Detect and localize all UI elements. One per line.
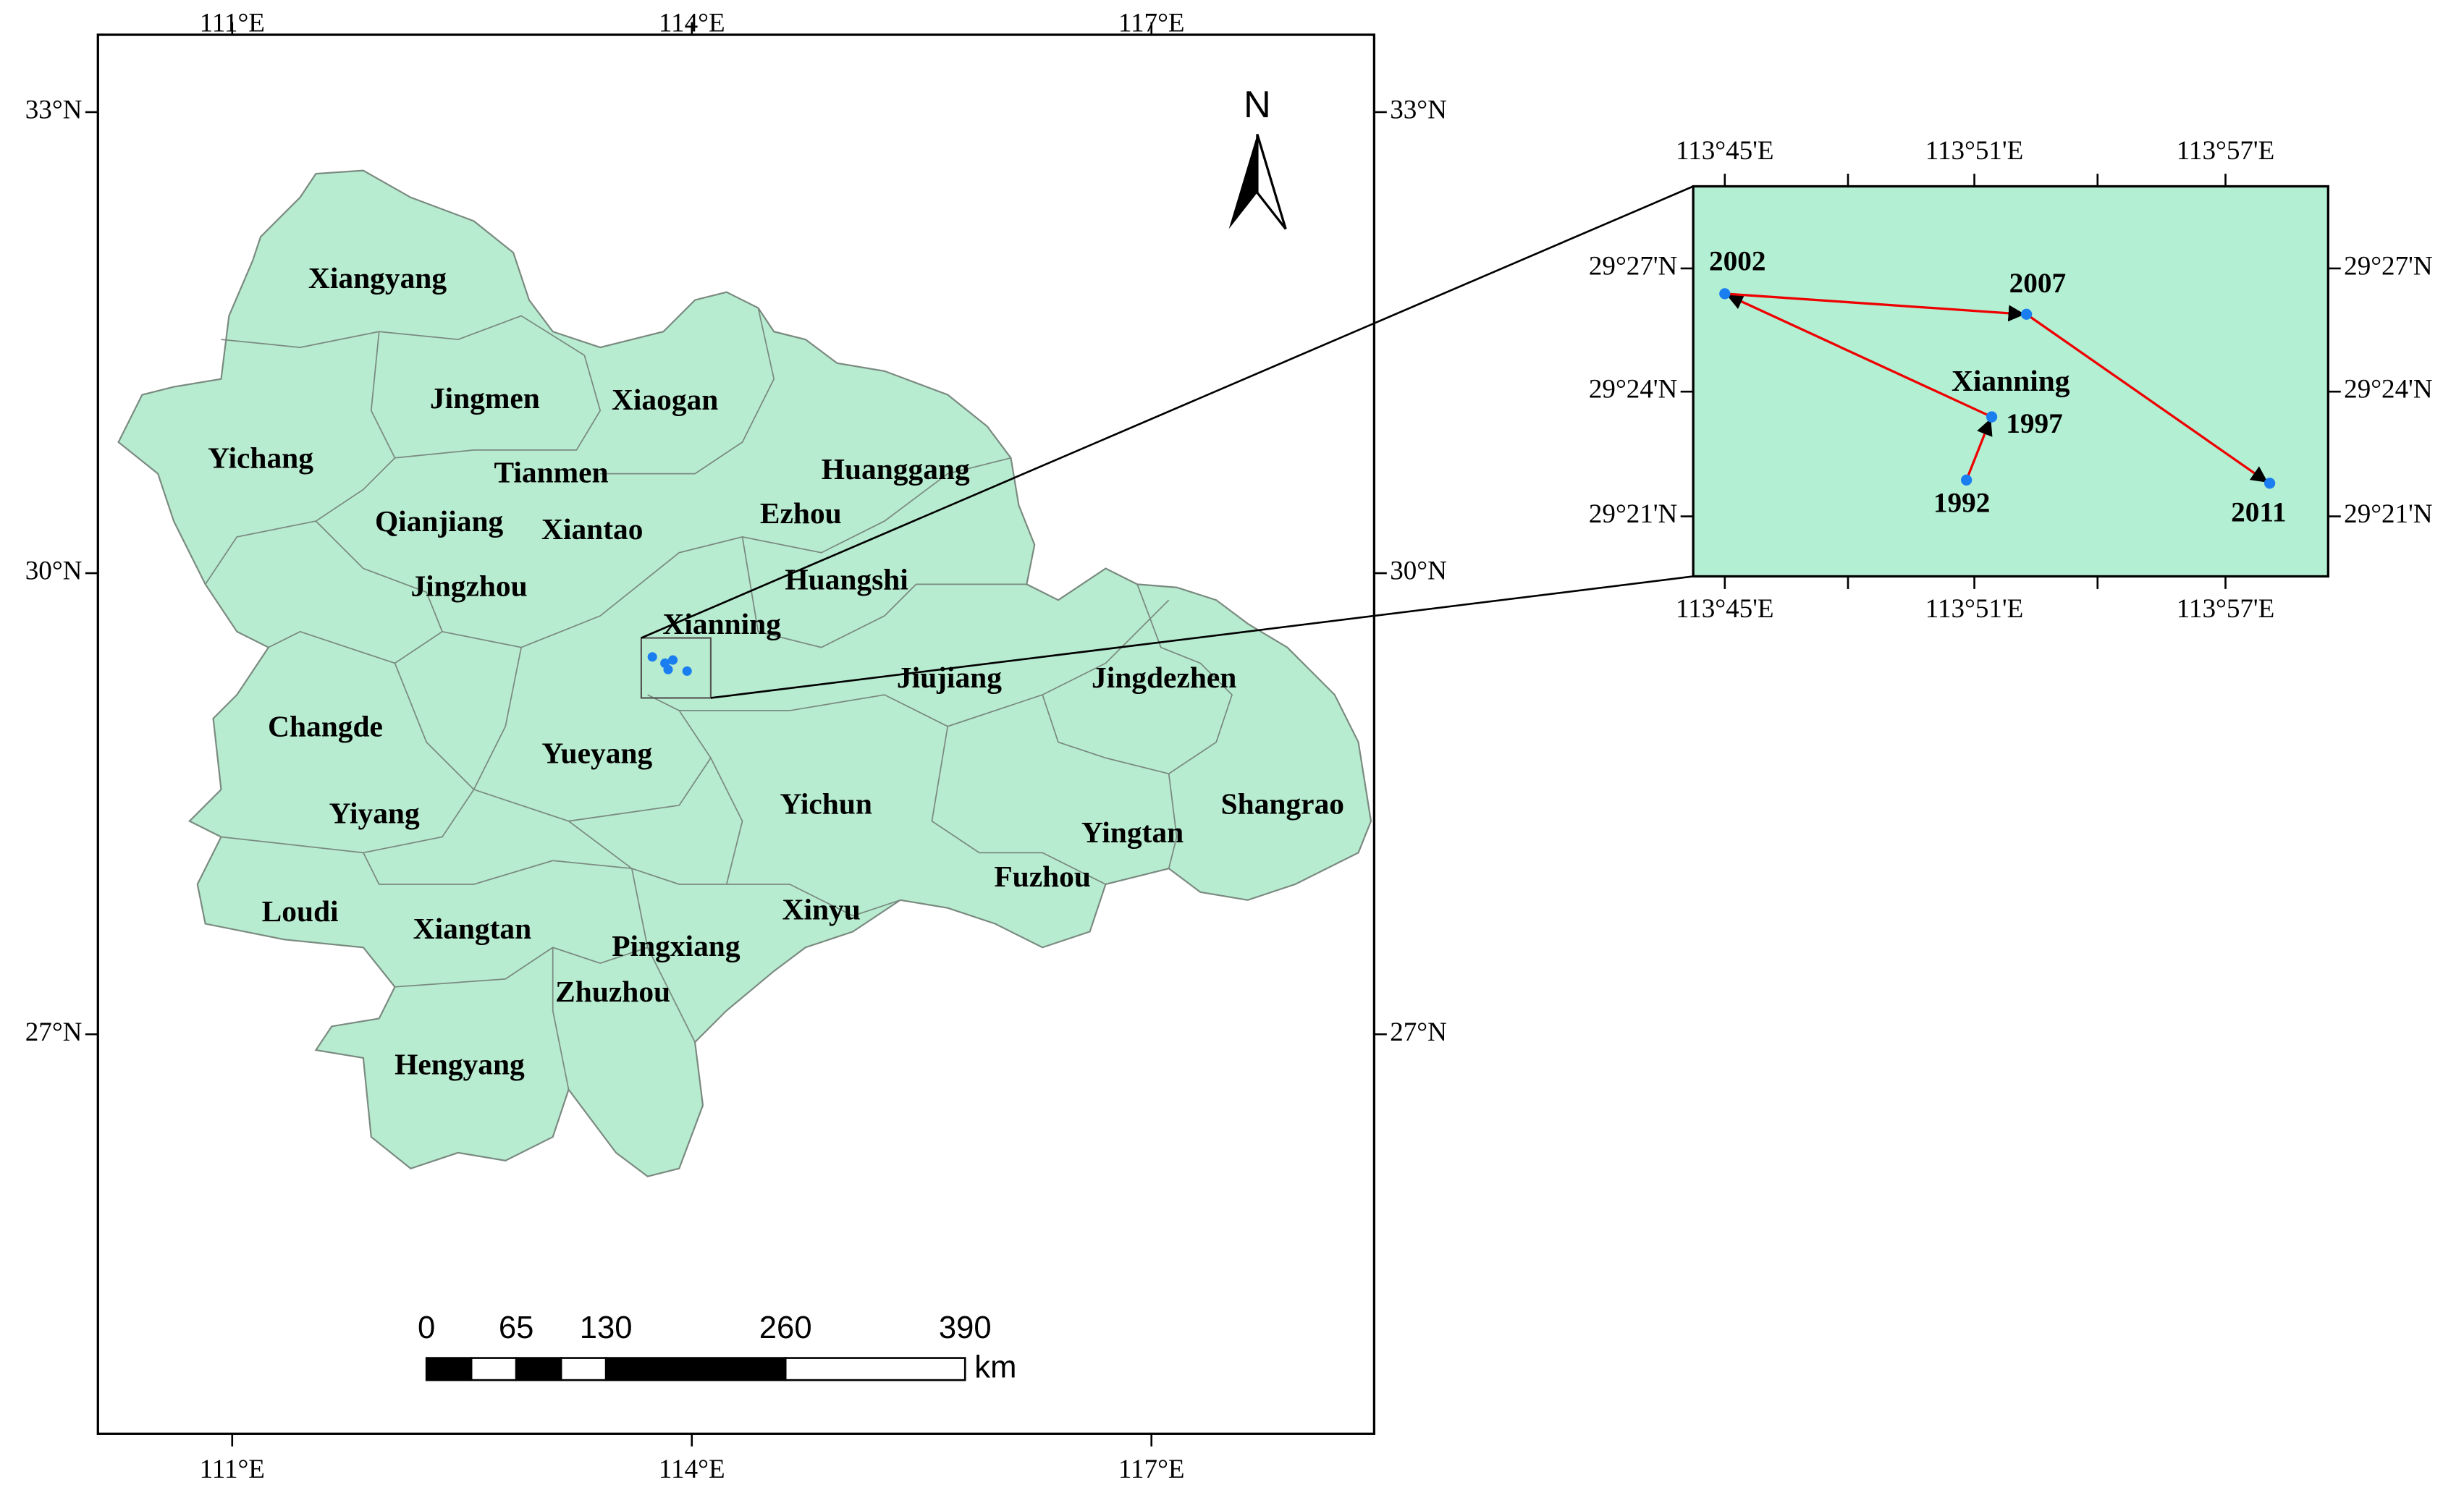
city-label: Pingxiang	[612, 929, 741, 962]
lat-label: 30°N	[1390, 556, 1447, 586]
year-label: 2002	[1709, 245, 1766, 276]
north-label: N	[1244, 84, 1271, 126]
scale-segment	[515, 1357, 562, 1381]
city-label: Yichang	[208, 441, 313, 475]
scale-segment	[604, 1357, 787, 1381]
scale-segment	[470, 1357, 518, 1381]
connector-line	[710, 575, 1694, 699]
inset-lat-label: 29°24'N	[2344, 375, 2432, 405]
lat-label: 33°N	[25, 95, 83, 124]
lat-label: 27°N	[1390, 1017, 1447, 1047]
city-label: Huangshi	[785, 563, 908, 596]
scale-segment	[784, 1357, 966, 1381]
inset-lon-label: 113°51'E	[1925, 136, 2023, 166]
city-label: Jingzhou	[410, 569, 527, 602]
city-label: Tianmen	[494, 455, 608, 488]
city-label: Loudi	[262, 894, 339, 928]
city-label: Changde	[268, 710, 383, 743]
inset-lon-label: 113°51'E	[1925, 594, 2023, 624]
city-label: Jingdezhen	[1092, 661, 1236, 694]
scale-label: 65	[499, 1310, 534, 1345]
city-label: Xianning	[662, 607, 781, 640]
city-label: Xinyu	[782, 893, 861, 926]
city-label: Xiangyang	[308, 261, 447, 295]
inset-lon-label: 113°57'E	[2177, 594, 2274, 624]
inset-location-label: Xianning	[1952, 364, 2070, 397]
lon-label: 111°E	[200, 1455, 265, 1484]
zoom-box	[640, 637, 712, 699]
inset-lat-label: 29°24'N	[1589, 375, 1677, 405]
lat-label: 30°N	[25, 556, 83, 586]
city-label: Jingmen	[430, 381, 540, 415]
scale-label: 260	[759, 1310, 812, 1345]
lon-label: 117°E	[1118, 1455, 1185, 1484]
city-label: Huanggang	[822, 452, 970, 486]
lon-label: 111°E	[200, 8, 265, 38]
city-label: Xiaogan	[612, 383, 718, 416]
year-label: 2007	[2009, 268, 2067, 299]
inset-lat-label: 29°21'N	[1589, 499, 1677, 529]
scale-segment	[560, 1357, 607, 1381]
city-label: Xiantao	[541, 512, 643, 546]
inset-lon-label: 113°45'E	[1676, 136, 1773, 166]
city-label: Yueyang	[541, 737, 652, 770]
scale-label: 130	[580, 1310, 633, 1345]
connector-line	[641, 185, 1694, 639]
scale-label: 0	[418, 1310, 435, 1345]
inset-lat-label: 29°27'N	[2344, 251, 2432, 281]
city-label: Jiujiang	[897, 661, 1002, 694]
city-label: Xiangtan	[413, 912, 531, 945]
inset-points	[1719, 288, 2276, 489]
city-label: Shangrao	[1221, 787, 1344, 821]
inset-lat-label: 29°21'N	[2344, 499, 2432, 529]
year-label: 1997	[2006, 408, 2063, 439]
city-label: Zhuzhou	[555, 975, 670, 1008]
city-label: Fuzhou	[994, 860, 1091, 893]
lon-label: 114°E	[659, 1455, 725, 1484]
city-label: Yingtan	[1081, 816, 1184, 849]
city-label: Yiyang	[329, 797, 420, 830]
city-label: Ezhou	[760, 496, 842, 530]
scale-label: 390	[939, 1310, 992, 1345]
lon-label: 114°E	[659, 8, 725, 38]
district-borders	[204, 308, 1233, 1090]
inset-lon-label: 113°45'E	[1676, 594, 1773, 624]
lat-label: 33°N	[1390, 95, 1447, 124]
city-label: Qianjiang	[375, 504, 504, 538]
inset-lat-label: 29°27'N	[1589, 251, 1677, 281]
inset-frame	[1692, 185, 2329, 578]
year-label: 2011	[2231, 496, 2286, 528]
city-label: Yichun	[780, 787, 872, 821]
trajectory-points	[647, 652, 692, 676]
north-arrow	[1228, 134, 1287, 230]
year-label: 1992	[1933, 487, 1991, 518]
scale-segment	[425, 1357, 473, 1381]
inset-lon-label: 113°57'E	[2177, 136, 2274, 166]
region-outline	[117, 169, 1372, 1177]
city-label: Hengyang	[395, 1048, 525, 1081]
inset-trajectory	[1724, 292, 2269, 483]
lat-label: 27°N	[25, 1017, 83, 1047]
lon-label: 117°E	[1118, 8, 1185, 38]
scale-unit: km	[974, 1349, 1016, 1384]
